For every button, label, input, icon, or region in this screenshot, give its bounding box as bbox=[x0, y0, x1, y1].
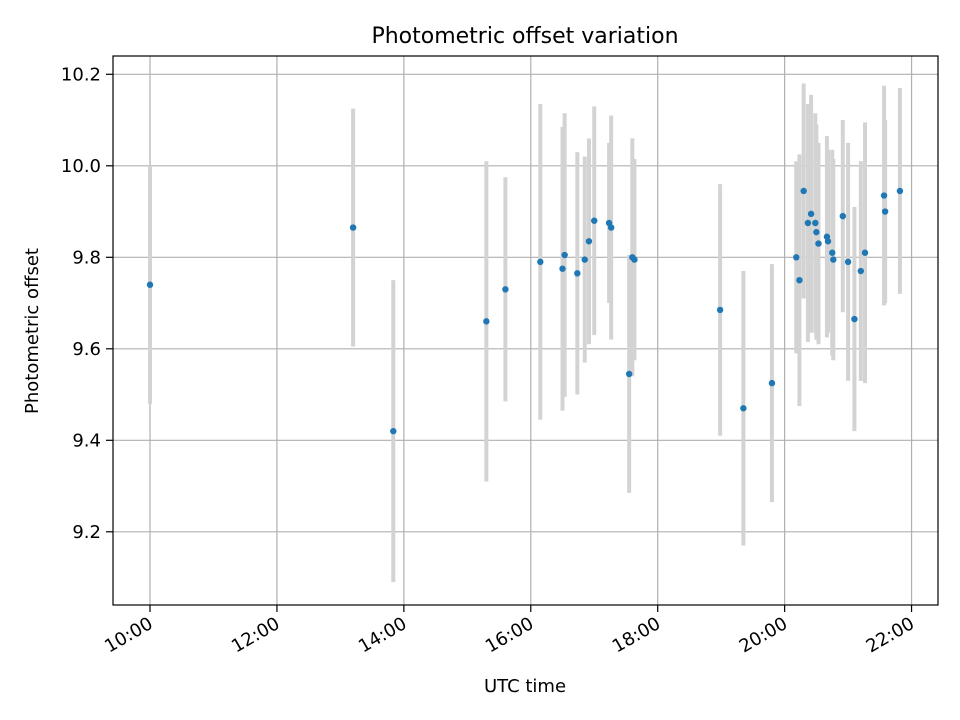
y-tick-label: 9.4 bbox=[72, 430, 101, 451]
grid bbox=[113, 56, 938, 605]
data-point bbox=[880, 192, 888, 199]
data-points bbox=[146, 187, 904, 435]
y-tick-label: 9.6 bbox=[72, 339, 101, 360]
data-point bbox=[768, 379, 776, 387]
data-point bbox=[607, 224, 615, 231]
data-point bbox=[146, 281, 154, 288]
y-axis-label: Photometric offset bbox=[22, 248, 43, 414]
y-tick-label: 9.2 bbox=[72, 522, 101, 543]
data-point bbox=[800, 187, 807, 195]
y-tick-label: 9.8 bbox=[72, 247, 101, 268]
data-point bbox=[591, 217, 598, 224]
data-point bbox=[815, 240, 822, 247]
data-point bbox=[502, 286, 509, 293]
data-point bbox=[861, 249, 869, 256]
data-point bbox=[559, 265, 566, 272]
chart-title: Photometric offset variation bbox=[371, 24, 678, 49]
x-axis-label: UTC time bbox=[484, 676, 566, 697]
data-point bbox=[830, 256, 837, 263]
data-point bbox=[631, 256, 638, 263]
data-point bbox=[812, 219, 819, 227]
data-point bbox=[851, 315, 858, 323]
data-point bbox=[844, 258, 852, 266]
data-point bbox=[390, 427, 397, 435]
data-point bbox=[857, 267, 864, 275]
data-point bbox=[537, 258, 544, 266]
data-point bbox=[716, 306, 724, 314]
data-point bbox=[561, 251, 568, 259]
data-point bbox=[824, 238, 832, 245]
data-point bbox=[796, 276, 803, 284]
plot-frame bbox=[112, 55, 939, 606]
y-axis-ticks: 9.2 9.4 9.6 9.8 10.0 10.2 bbox=[61, 64, 113, 543]
data-point bbox=[483, 318, 490, 325]
data-point bbox=[881, 208, 889, 215]
data-point bbox=[574, 270, 581, 277]
y-tick-label: 10.2 bbox=[61, 64, 101, 85]
data-point bbox=[807, 210, 815, 218]
y-tick-label: 10.0 bbox=[61, 156, 101, 177]
data-point bbox=[813, 228, 820, 236]
data-point bbox=[839, 212, 847, 220]
data-point bbox=[585, 238, 593, 245]
data-point bbox=[896, 187, 904, 195]
data-point bbox=[804, 219, 812, 227]
data-point bbox=[829, 249, 836, 256]
data-point bbox=[349, 224, 357, 231]
data-point bbox=[740, 405, 747, 412]
data-point bbox=[625, 370, 633, 378]
data-point bbox=[793, 254, 800, 261]
data-point bbox=[581, 256, 588, 263]
